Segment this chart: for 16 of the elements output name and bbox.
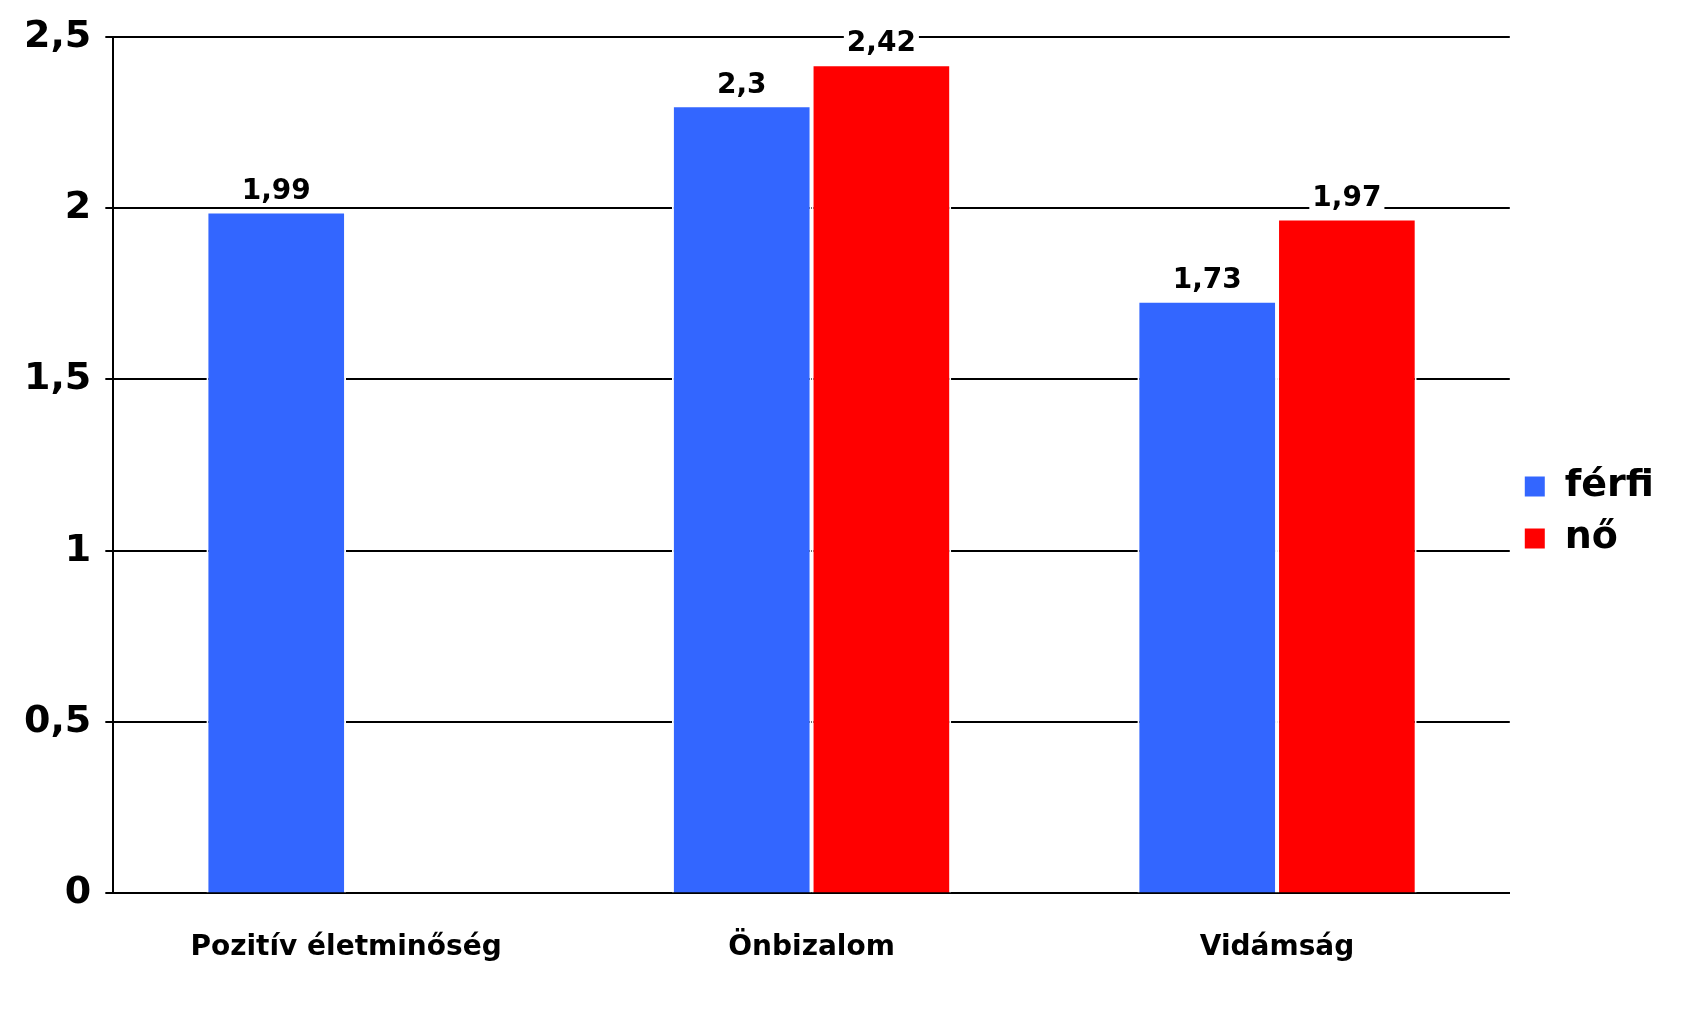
y-tick-label: 1	[64, 525, 92, 570]
x-tick-label: Vidámság	[1199, 929, 1355, 963]
data-label: 1,97	[1312, 179, 1382, 213]
y-tick-label: 2,5	[23, 11, 92, 56]
data-label: 2,42	[846, 25, 916, 59]
y-tick-label: 2	[64, 182, 92, 227]
data-label: 2,3	[716, 66, 767, 100]
y-tick-label: 1,5	[23, 354, 92, 399]
x-tick-label: Pozitív életminőség	[190, 929, 502, 963]
legend-label: nő	[1564, 513, 1618, 558]
data-label: 1,99	[241, 172, 311, 206]
data-label: 1,73	[1172, 261, 1242, 295]
x-tick-label: Önbizalom	[728, 928, 895, 963]
y-tick-label: 0	[64, 868, 92, 913]
legend-label: férfi	[1564, 461, 1655, 506]
y-tick-label: 0,5	[23, 696, 92, 741]
